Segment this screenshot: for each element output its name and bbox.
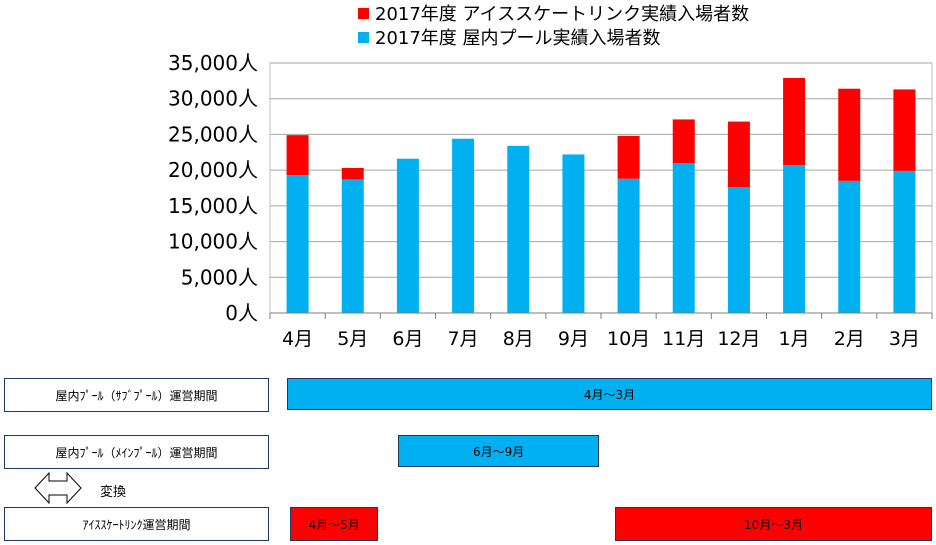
y-tick-label: 5,000人 <box>181 265 258 289</box>
pool-bar <box>396 158 419 313</box>
ice-rink-bar <box>341 168 364 180</box>
x-tick-label: 9月 <box>558 328 589 350</box>
sub-pool-period-bar: 4月～3月 <box>287 378 932 410</box>
pool-bar <box>286 175 309 313</box>
ice-rink-bar <box>893 89 916 171</box>
x-tick-label: 1月 <box>779 328 810 350</box>
y-tick-label: 25,000人 <box>168 122 258 146</box>
pool-bar <box>617 178 640 313</box>
x-tick-label: 12月 <box>717 328 760 350</box>
main-pool-period-bar: 6月～9月 <box>398 435 599 467</box>
pool-bar <box>783 165 806 313</box>
ice-rink-bar <box>727 121 750 188</box>
y-tick-label: 10,000人 <box>168 230 258 254</box>
pool-bar <box>838 180 861 313</box>
x-tick-label: 11月 <box>662 328 705 350</box>
ice-rink-period-text-winter: 10月～3月 <box>744 517 803 532</box>
y-tick-label: 35,000人 <box>168 51 258 75</box>
ice-rink-bar <box>783 78 806 166</box>
conversion-label: 変換 <box>100 485 127 500</box>
legend-item-pool: 2017年度 屋内プール実績入場者数 <box>358 26 661 49</box>
main-pool-period-label: 屋内ﾌﾟｰﾙ（ﾒｲﾝﾌﾟｰﾙ）運営期間 <box>4 435 269 469</box>
ice-rink-bar <box>672 119 695 163</box>
pool-bar <box>507 145 530 313</box>
legend-label-pool: 2017年度 屋内プール実績入場者数 <box>375 28 661 49</box>
main-pool-period-text: 6月～9月 <box>473 444 525 459</box>
legend-swatch-pool <box>358 31 369 43</box>
y-tick-label: 0人 <box>225 301 258 325</box>
y-tick-label: 15,000人 <box>168 194 258 218</box>
x-tick-label: 8月 <box>503 328 534 350</box>
ice-rink-bar <box>617 135 640 179</box>
legend-item-ice-rink: 2017年度 アイススケートリンク実績入場者数 <box>358 2 750 25</box>
pool-bar <box>562 154 585 313</box>
ice-rink-period-label: ｱｲｽｽｹｰﾄﾘﾝｸ運営期間 <box>4 507 269 541</box>
stacked-bar-chart: 0人 5,000人 10,000人 15,000人 20,000人 25,000人 30,0… <box>168 51 933 350</box>
x-tick-label: 5月 <box>337 328 368 350</box>
sub-pool-period-label: 屋内ﾌﾟｰﾙ（ｻﾌﾞﾌﾟｰﾙ）運営期間 <box>4 378 269 412</box>
pool-bar <box>727 187 750 313</box>
pool-bar <box>893 170 916 313</box>
x-tick-label: 3月 <box>889 328 920 350</box>
x-tick-label: 2月 <box>834 328 865 350</box>
plot-area <box>269 62 933 314</box>
x-tick-label: 4月 <box>282 328 313 350</box>
pool-bar <box>341 179 364 313</box>
x-tick-label: 7月 <box>448 328 479 350</box>
legend-swatch-ice-rink <box>358 7 369 19</box>
legend-label-ice-rink: 2017年度 アイススケートリンク実績入場者数 <box>375 4 750 25</box>
ice-rink-bar <box>286 135 309 176</box>
pool-bar <box>452 138 475 313</box>
y-tick-label: 20,000人 <box>168 158 258 182</box>
ice-rink-bar <box>838 88 861 181</box>
sub-pool-period-text: 4月～3月 <box>583 387 636 402</box>
ice-rink-period-bar-winter: 10月～3月 <box>615 507 932 541</box>
pool-bar <box>672 163 695 313</box>
double-arrow-icon <box>34 471 82 505</box>
y-tick-label: 30,000人 <box>168 87 258 111</box>
x-tick-label: 6月 <box>392 328 423 350</box>
ice-rink-period-text-spring: 4月～5月 <box>308 517 360 532</box>
x-tick-label: 10月 <box>607 328 650 350</box>
ice-rink-period-bar-spring: 4月～5月 <box>290 507 379 541</box>
